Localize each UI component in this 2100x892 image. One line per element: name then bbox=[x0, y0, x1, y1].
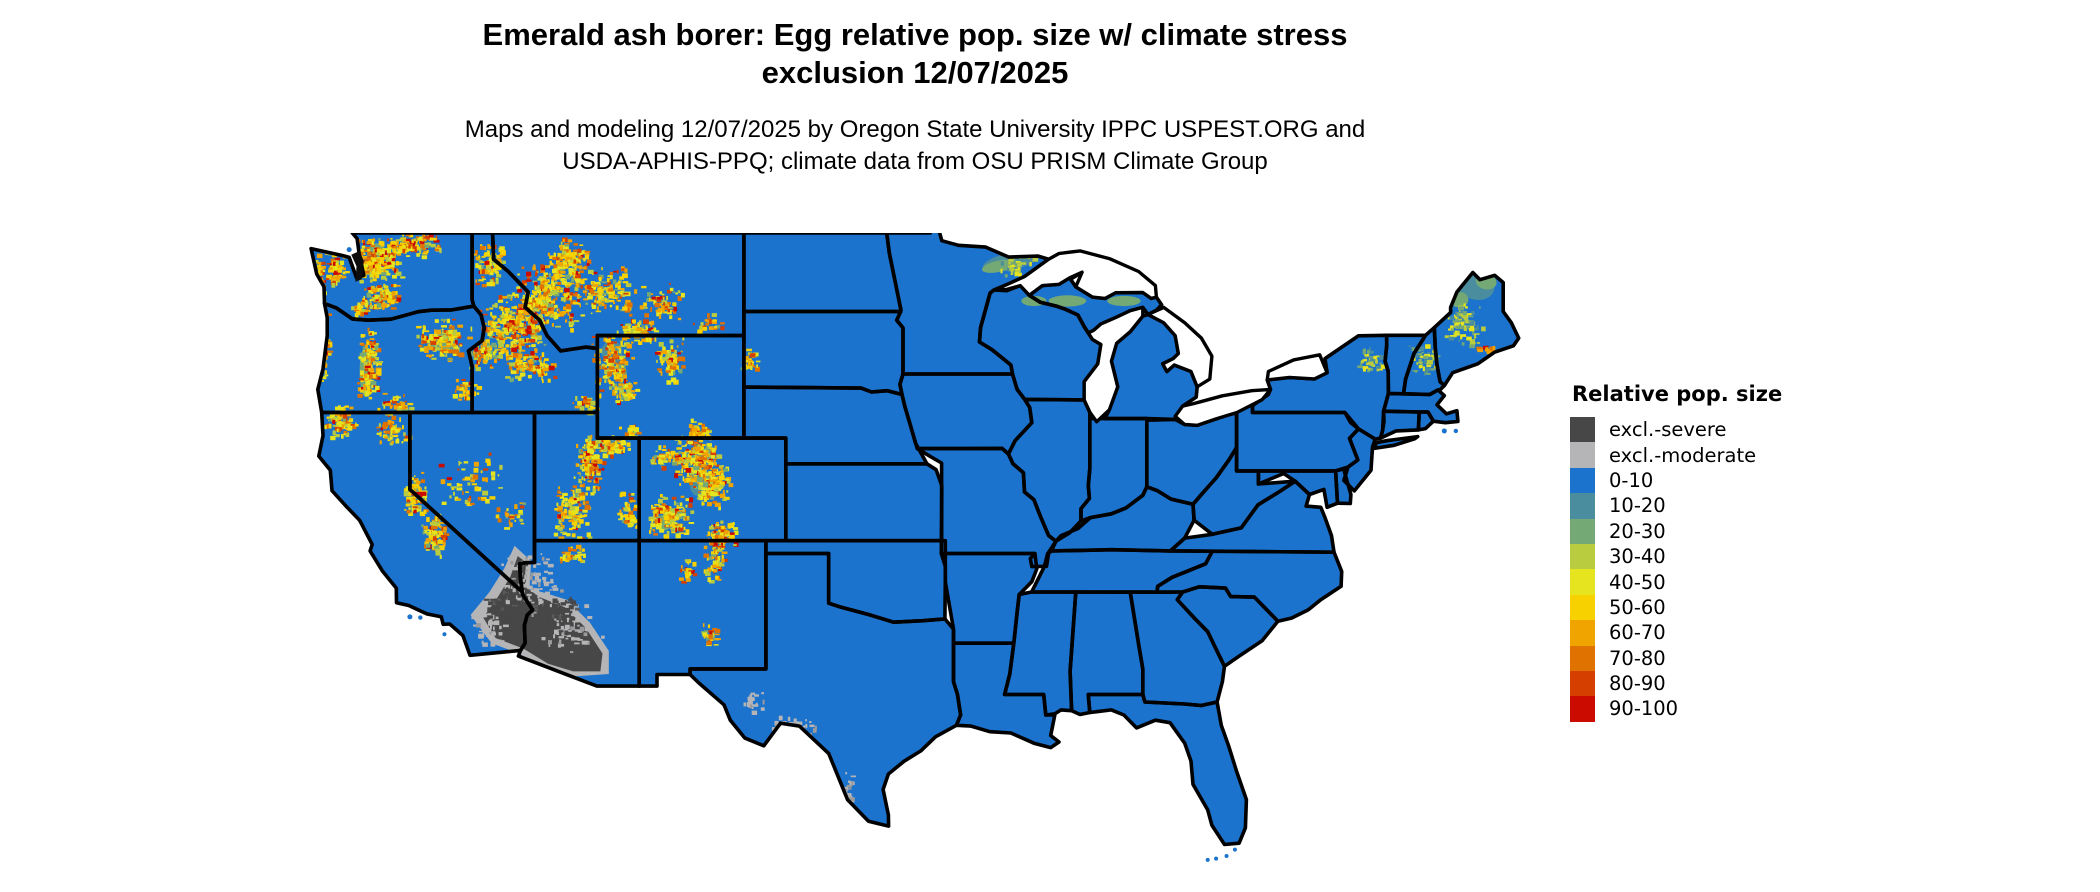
legend-row: 30-40 bbox=[1570, 543, 1782, 570]
legend-swatch-excl.-severe bbox=[1570, 417, 1595, 443]
legend-label: 0-10 bbox=[1609, 468, 1654, 492]
legend-swatch-80-90 bbox=[1570, 670, 1595, 697]
us-map bbox=[301, 221, 1525, 864]
legend-label: 80-90 bbox=[1609, 672, 1666, 696]
legend-rows: excl.-severe excl.-moderate 0-10 10-20 20-30… bbox=[1570, 417, 1782, 722]
map-subtitle-line1: Maps and modeling 12/07/2025 by Oregon S… bbox=[464, 116, 1366, 143]
legend-row: 20-30 bbox=[1570, 518, 1782, 544]
legend-row: 80-90 bbox=[1570, 670, 1782, 697]
legend: Relative pop. size excl.-severe excl.-mod… bbox=[1570, 382, 1782, 722]
legend-label: excl.-moderate bbox=[1609, 443, 1757, 467]
legend-row: 50-60 bbox=[1570, 594, 1782, 621]
legend-label: 10-20 bbox=[1609, 494, 1666, 518]
legend-label: 40-50 bbox=[1609, 570, 1666, 594]
map-subtitle: Maps and modeling 12/07/2025 by Oregon S… bbox=[250, 114, 1580, 178]
legend-row: excl.-severe bbox=[1570, 417, 1782, 443]
legend-row: 70-80 bbox=[1570, 645, 1782, 671]
legend-row: 10-20 bbox=[1570, 493, 1782, 519]
legend-label: 60-70 bbox=[1609, 621, 1666, 645]
map-title-line1: Emerald ash borer: Egg relative pop. siz… bbox=[482, 17, 1348, 52]
legend-swatch-0-10 bbox=[1570, 467, 1595, 494]
legend-swatch-20-30 bbox=[1570, 518, 1595, 544]
legend-label: 50-60 bbox=[1609, 595, 1666, 619]
legend-swatch-30-40 bbox=[1570, 543, 1595, 570]
legend-label: 30-40 bbox=[1609, 545, 1666, 569]
legend-swatch-50-60 bbox=[1570, 594, 1595, 621]
legend-swatch-40-50 bbox=[1570, 569, 1595, 595]
legend-row: 60-70 bbox=[1570, 620, 1782, 646]
legend-row: 40-50 bbox=[1570, 569, 1782, 595]
legend-label: 20-30 bbox=[1609, 519, 1666, 543]
map-title: Emerald ash borer: Egg relative pop. siz… bbox=[250, 16, 1580, 92]
legend-swatch-60-70 bbox=[1570, 620, 1595, 646]
map-title-line2: exclusion 12/07/2025 bbox=[761, 55, 1069, 90]
legend-swatch-70-80 bbox=[1570, 645, 1595, 671]
map-subtitle-line2: USDA-APHIS-PPQ; climate data from OSU PR… bbox=[562, 148, 1268, 175]
legend-title: Relative pop. size bbox=[1572, 382, 1783, 406]
legend-swatch-excl.-moderate bbox=[1570, 442, 1595, 468]
us-map-svg bbox=[309, 221, 1521, 862]
legend-swatch-90-100 bbox=[1570, 696, 1595, 722]
legend-label: 90-100 bbox=[1609, 697, 1679, 721]
legend-row: excl.-moderate bbox=[1570, 442, 1782, 468]
legend-row: 0-10 bbox=[1570, 467, 1782, 494]
legend-label: excl.-severe bbox=[1609, 418, 1727, 442]
legend-row: 90-100 bbox=[1570, 696, 1782, 722]
legend-label: 70-80 bbox=[1609, 646, 1666, 670]
legend-swatch-10-20 bbox=[1570, 493, 1595, 519]
